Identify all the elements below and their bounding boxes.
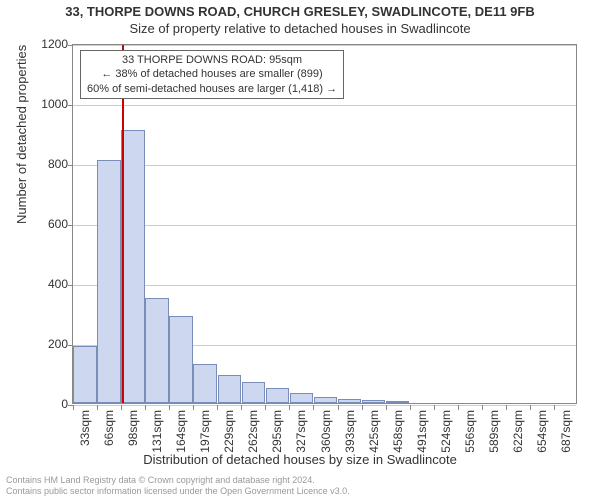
ytick-mark bbox=[68, 285, 73, 286]
histogram-bar bbox=[386, 401, 410, 403]
xtick-mark bbox=[193, 405, 194, 410]
xtick-mark bbox=[169, 405, 170, 410]
histogram-bar bbox=[121, 130, 145, 403]
gridline-h bbox=[73, 45, 576, 46]
xtick-mark bbox=[97, 405, 98, 410]
chart-title-line1: 33, THORPE DOWNS ROAD, CHURCH GRESLEY, S… bbox=[0, 4, 600, 19]
footer-line1: Contains HM Land Registry data © Crown c… bbox=[6, 475, 350, 486]
histogram-bar bbox=[362, 400, 386, 403]
gridline-h bbox=[73, 165, 576, 166]
xtick-mark bbox=[73, 405, 74, 410]
xtick-mark bbox=[410, 405, 411, 410]
annotation-line3: 60% of semi-detached houses are larger (… bbox=[87, 82, 337, 96]
histogram-bar bbox=[218, 375, 242, 404]
ytick-mark bbox=[68, 225, 73, 226]
xtick-mark bbox=[338, 405, 339, 410]
annotation-line2: ← 38% of detached houses are smaller (89… bbox=[87, 67, 337, 81]
ytick-mark bbox=[68, 105, 73, 106]
annotation-line1: 33 THORPE DOWNS ROAD: 95sqm bbox=[87, 53, 337, 67]
footer-line2: Contains public sector information licen… bbox=[6, 486, 350, 497]
xtick-mark bbox=[217, 405, 218, 410]
ytick-label: 0 bbox=[18, 397, 68, 411]
xtick-mark bbox=[289, 405, 290, 410]
histogram-bar bbox=[290, 393, 314, 404]
y-axis-label: Number of detached properties bbox=[14, 45, 29, 224]
xtick-mark bbox=[241, 405, 242, 410]
xtick-mark bbox=[386, 405, 387, 410]
x-axis-label: Distribution of detached houses by size … bbox=[0, 452, 600, 467]
histogram-bar bbox=[73, 346, 97, 403]
xtick-mark bbox=[530, 405, 531, 410]
histogram-bar bbox=[97, 160, 121, 403]
ytick-label: 200 bbox=[18, 337, 68, 351]
xtick-mark bbox=[506, 405, 507, 410]
ytick-mark bbox=[68, 45, 73, 46]
gridline-h bbox=[73, 285, 576, 286]
gridline-h bbox=[73, 405, 576, 406]
ytick-mark bbox=[68, 165, 73, 166]
xtick-mark bbox=[554, 405, 555, 410]
annotation-box: 33 THORPE DOWNS ROAD: 95sqm ← 38% of det… bbox=[80, 50, 344, 99]
xtick-mark bbox=[121, 405, 122, 410]
histogram-bar bbox=[145, 298, 169, 403]
histogram-bar bbox=[242, 382, 266, 403]
xtick-mark bbox=[313, 405, 314, 410]
xtick-mark bbox=[145, 405, 146, 410]
histogram-bar bbox=[193, 364, 217, 403]
histogram-bar bbox=[338, 399, 362, 404]
gridline-h bbox=[73, 225, 576, 226]
ytick-label: 600 bbox=[18, 217, 68, 231]
histogram-bar bbox=[314, 397, 338, 403]
xtick-mark bbox=[362, 405, 363, 410]
xtick-mark bbox=[434, 405, 435, 410]
xtick-mark bbox=[265, 405, 266, 410]
gridline-h bbox=[73, 105, 576, 106]
ytick-label: 800 bbox=[18, 157, 68, 171]
xtick-mark bbox=[458, 405, 459, 410]
histogram-bar bbox=[169, 316, 193, 403]
xtick-mark bbox=[482, 405, 483, 410]
ytick-label: 400 bbox=[18, 277, 68, 291]
chart-container: 33, THORPE DOWNS ROAD, CHURCH GRESLEY, S… bbox=[0, 0, 600, 500]
histogram-bar bbox=[266, 388, 290, 403]
ytick-label: 1000 bbox=[18, 97, 68, 111]
footer-attribution: Contains HM Land Registry data © Crown c… bbox=[6, 475, 350, 497]
ytick-label: 1200 bbox=[18, 37, 68, 51]
chart-title-line2: Size of property relative to detached ho… bbox=[0, 21, 600, 36]
